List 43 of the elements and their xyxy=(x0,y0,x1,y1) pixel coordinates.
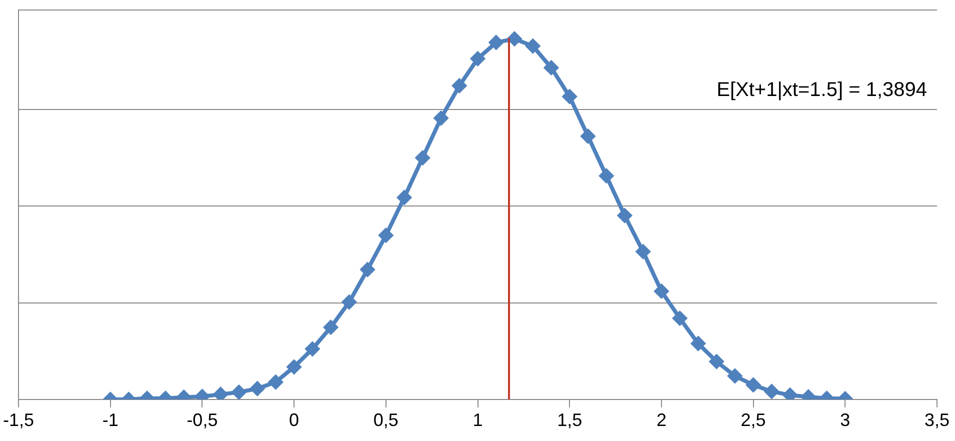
point xyxy=(544,60,558,75)
point xyxy=(360,262,375,277)
point xyxy=(580,129,595,144)
point xyxy=(710,354,724,369)
point xyxy=(452,78,466,93)
point xyxy=(324,320,338,334)
point xyxy=(599,168,614,183)
point xyxy=(672,311,687,326)
point xyxy=(526,39,540,54)
point xyxy=(562,90,577,104)
point xyxy=(470,52,485,66)
point xyxy=(434,111,448,126)
point xyxy=(232,385,246,400)
point xyxy=(636,244,650,259)
x-tick-label: 0 xyxy=(289,410,300,430)
x-tick-label: 3,5 xyxy=(924,410,950,430)
point xyxy=(416,150,430,165)
x-tick-label: 0,5 xyxy=(373,410,398,430)
x-tick-label: 2,5 xyxy=(740,410,766,430)
point xyxy=(746,378,760,392)
point xyxy=(250,382,264,396)
x-tick-label: -0,5 xyxy=(186,410,218,430)
point xyxy=(397,190,412,204)
x-tick-label: -1 xyxy=(102,410,118,430)
point xyxy=(342,295,356,310)
x-tick-label: 3 xyxy=(840,410,850,430)
x-tick-label: 2 xyxy=(656,410,666,430)
x-tick-label: 1,5 xyxy=(557,410,582,430)
point xyxy=(691,336,706,351)
point xyxy=(287,360,302,374)
point xyxy=(268,375,283,390)
point xyxy=(214,387,228,400)
point xyxy=(764,384,779,398)
point xyxy=(378,228,393,242)
point xyxy=(305,342,320,356)
point xyxy=(728,368,742,383)
point xyxy=(654,284,668,298)
point xyxy=(618,208,632,223)
point xyxy=(507,32,522,46)
point xyxy=(489,35,504,50)
x-tick-label: 1 xyxy=(472,410,483,430)
x-tick-label: -1,5 xyxy=(2,410,34,430)
annotation: E[Xt+1|xt=1.5] = 1,3894 xyxy=(716,79,927,101)
